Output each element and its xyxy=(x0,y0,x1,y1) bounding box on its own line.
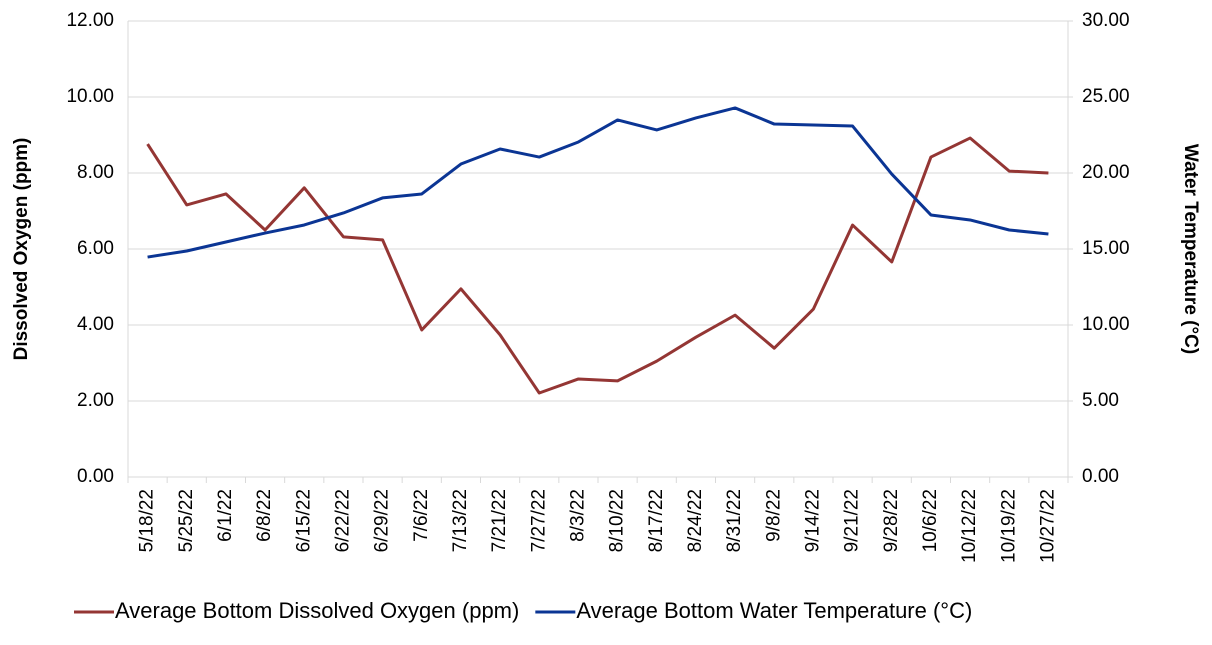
x-tick-label: 5/18/22 xyxy=(137,489,158,552)
y-tick-label: 8.00 xyxy=(77,162,114,183)
y-tick-label: 6.00 xyxy=(77,238,114,259)
y2-tick-label: 20.00 xyxy=(1082,162,1130,183)
y-axis-title: Dissolved Oxygen (ppm) xyxy=(11,138,32,361)
x-tick-label: 6/1/22 xyxy=(215,489,236,542)
x-tick-label: 8/3/22 xyxy=(567,489,588,542)
x-tick-label: 8/24/22 xyxy=(685,489,706,552)
y-tick-label: 4.00 xyxy=(77,314,114,335)
x-tick-label: 6/29/22 xyxy=(372,489,393,552)
y2-tick-label: 5.00 xyxy=(1082,390,1119,411)
x-tick-label: 6/8/22 xyxy=(254,489,275,542)
x-tick-label: 9/14/22 xyxy=(802,489,823,552)
x-tick-label: 5/25/22 xyxy=(176,489,197,552)
x-tick-label: 8/10/22 xyxy=(607,489,628,552)
x-tick-label: 9/28/22 xyxy=(881,489,902,552)
legend-label: Average Bottom Water Temperature (°C) xyxy=(576,598,972,623)
x-tick-label: 8/31/22 xyxy=(724,489,745,552)
y-tick-label: 2.00 xyxy=(77,390,114,411)
x-tick-label: 6/15/22 xyxy=(293,489,314,552)
y-tick-label: 12.00 xyxy=(66,10,114,31)
series-line xyxy=(146,136,1049,395)
x-tick-label: 7/6/22 xyxy=(411,489,432,542)
y2-axis-title: Water Temperature (°C) xyxy=(1180,144,1201,354)
x-tick-label: 7/21/22 xyxy=(489,489,510,552)
x-tick-label: 7/27/22 xyxy=(528,489,549,552)
x-tick-label: 7/13/22 xyxy=(450,489,471,552)
x-tick-label: 10/6/22 xyxy=(920,489,941,552)
y-tick-label: 10.00 xyxy=(66,86,114,107)
y-tick-label: 0.00 xyxy=(77,466,114,487)
y2-tick-label: 15.00 xyxy=(1082,238,1130,259)
x-tick-label: 10/12/22 xyxy=(959,489,980,563)
series-line xyxy=(147,106,1049,259)
x-tick-label: 10/27/22 xyxy=(1037,489,1058,563)
y2-tick-label: 0.00 xyxy=(1082,466,1119,487)
legend-label: Average Bottom Dissolved Oxygen (ppm) xyxy=(115,598,519,623)
x-tick-label: 9/21/22 xyxy=(842,489,863,552)
y2-tick-label: 25.00 xyxy=(1082,86,1130,107)
y2-tick-label: 30.00 xyxy=(1082,10,1130,31)
y2-tick-label: 10.00 xyxy=(1082,314,1130,335)
x-tick-label: 8/17/22 xyxy=(646,489,667,552)
x-tick-label: 10/19/22 xyxy=(998,489,1019,563)
x-tick-label: 9/8/22 xyxy=(763,489,784,542)
x-tick-label: 6/22/22 xyxy=(332,489,353,552)
